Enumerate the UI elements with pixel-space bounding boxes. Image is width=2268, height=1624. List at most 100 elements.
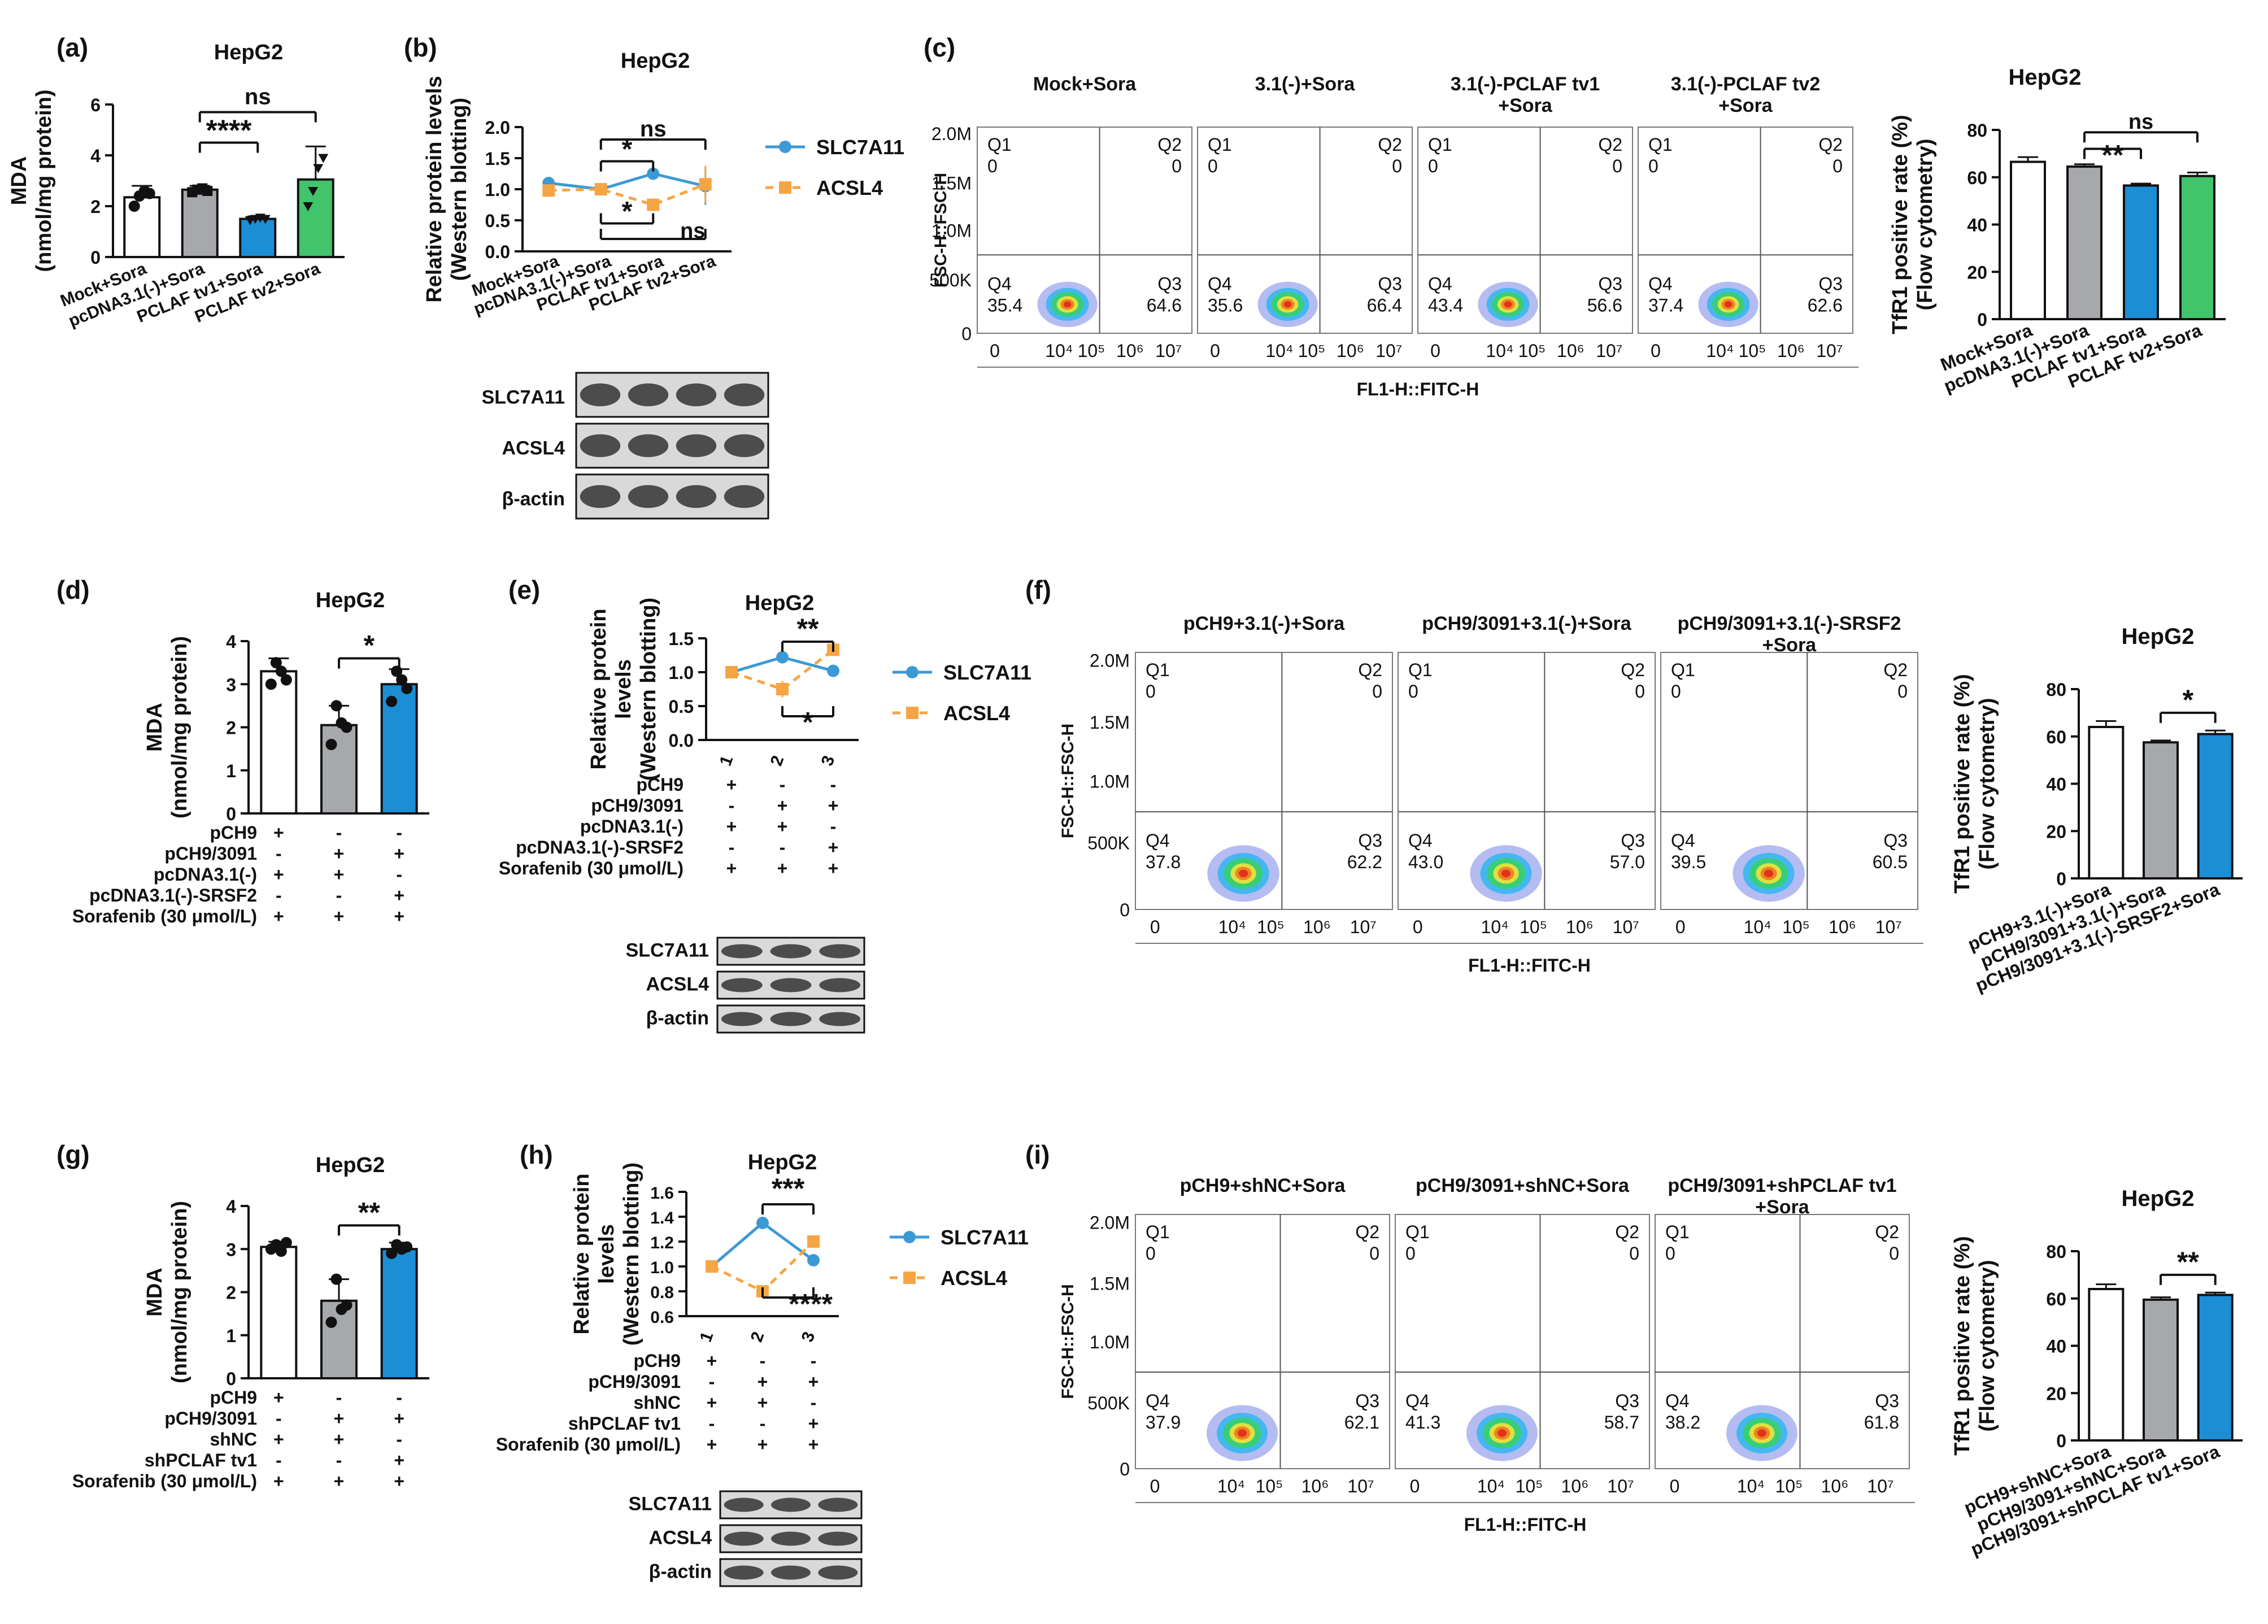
h-legend-marker [903,1272,916,1284]
h-condition-sign: + [758,1434,768,1455]
d-point [401,682,413,694]
b-y-tick-label: 0.5 [485,211,510,231]
i-y-tick-label: 2.0M [1090,1213,1130,1233]
b-y-axis-label: (Western blotting) [447,98,471,281]
i-q4-value: 41.3 [1405,1412,1440,1433]
panel-h-sig-label: **** [789,1288,833,1320]
panel-f2-sig-label: * [2183,684,2194,716]
i-q3-value: 62.1 [1344,1412,1379,1433]
d-condition-sign: + [334,843,345,864]
g-y-tick-label: 4 [226,1196,236,1217]
i2-y-tick-label: 40 [2046,1336,2066,1357]
f-x-tick-label: 10⁵ [1257,917,1285,937]
a-y-tick-label: 4 [90,146,101,166]
g-y-tick-label: 0 [226,1369,236,1389]
f-q3-value: 62.2 [1347,852,1382,872]
e-y-axis-label: Relative protein [587,608,611,769]
c-q1-value: 0 [1208,156,1218,176]
c-q4-label: Q4 [987,273,1012,294]
panel-d-letter: (d) [56,575,90,604]
f-density-cloud [1238,869,1248,878]
panel-g-letter: (g) [56,1140,90,1169]
i2-y-axis-label: (Flow cytometry) [1975,1260,1999,1431]
h-condition-sign: + [758,1372,768,1392]
g-condition-sign: + [334,1429,345,1449]
d-condition-label: pcDNA3.1(-) [154,864,257,885]
c-q3-label: Q3 [1157,273,1182,294]
panel-g-sig-label: ** [358,1196,380,1228]
i-gate-title: pCH9/3091+shNC+Sora [1416,1175,1630,1196]
f-y-axis-label: FSC-H::FSC-H [1059,724,1077,838]
panel-h-letter: (h) [520,1140,553,1169]
c-density-cloud [1504,301,1512,308]
i2-bar [2197,1294,2234,1442]
e-condition-sign: + [777,795,788,816]
e-legend-label: ACSL4 [943,702,1010,725]
f-x-tick-label: 10⁷ [1350,917,1377,937]
i-q2-label: Q2 [1875,1222,1899,1242]
panel-b-sig-label: * [622,134,633,164]
c2-y-tick-label: 20 [1967,262,1987,282]
c2-y-tick-label: 40 [1967,215,1987,236]
d-condition-label: pCH9/3091 [164,843,257,864]
d-y-tick-label: 2 [226,718,236,738]
f-q2-label: Q2 [1883,660,1908,680]
i2-y-tick-label: 80 [2046,1242,2066,1262]
c-q3-value: 56.6 [1587,295,1622,315]
e-blot-band [721,944,763,959]
f-x-axis-label: FL1-H::FITC-H [1468,955,1591,976]
i-x-tick-label: 10⁶ [1821,1476,1849,1496]
e-blot-band [770,944,812,959]
f-x-tick-label: 10⁵ [1520,917,1547,937]
b-series-line-slc7a11 [548,172,706,191]
e-condition-sign: - [780,837,786,857]
f2-bar [2143,741,2179,880]
h-condition-label: shNC [633,1392,681,1413]
b-y-axis-label: Relative protein levels [423,76,446,302]
panel-d-title: HepG2 [316,589,385,612]
c-q3-label: Q3 [1598,273,1622,294]
d-condition-sign: + [273,906,284,926]
i-x-tick-label: 10⁵ [1775,1476,1803,1496]
b-legend-label: ACSL4 [816,176,883,199]
i-q3-label: Q3 [1355,1391,1379,1411]
c-gate-title: Mock+Sora [1033,73,1137,95]
i-y-tick-label: 0 [1120,1459,1130,1479]
a-point [308,187,319,196]
d-y-tick-label: 4 [226,632,236,652]
d-y-tick-label: 0 [226,804,236,824]
i-density-cloud [1757,1429,1767,1437]
f-x-tick-label: 0 [1675,917,1686,937]
f-x-tick-label: 10⁴ [1744,917,1771,937]
i-x-tick-label: 0 [1150,1476,1160,1496]
c-q2-label: Q2 [1598,134,1622,155]
f-q4-label: Q4 [1408,830,1433,851]
h-y-tick-label: 1.6 [650,1184,674,1203]
g-y-axis-label: (nmol/mg protein) [168,1201,191,1383]
d-y-tick-label: 3 [226,674,236,695]
g-condition-label: shNC [210,1429,257,1449]
g-y-tick-label: 3 [226,1239,236,1260]
e-condition-sign: + [828,795,839,816]
f-x-tick-label: 10⁴ [1481,917,1509,937]
e-condition-sign: + [726,816,737,837]
g-condition-sign: + [273,1429,284,1449]
h-series-marker [807,1235,820,1248]
i-q1-value: 0 [1405,1243,1416,1264]
f-q4-value: 43.0 [1408,852,1443,872]
e-condition-label: Sorafenib (30 μmol/L) [499,858,684,878]
e-condition-sign: - [729,837,735,857]
c-q3-label: Q3 [1818,273,1843,294]
b-y-tick-label: 2.0 [485,117,510,138]
e-y-tick-label: 0.0 [669,730,694,751]
e-series-line-acsl4 [731,648,834,691]
h-blot-band [724,1497,764,1512]
h-series-marker [706,1260,718,1273]
i-q4-label: Q4 [1665,1391,1690,1411]
f-q4-value: 37.8 [1146,852,1181,872]
e-series-marker [725,666,738,678]
c-y-tick-label: 500K [929,270,972,290]
g-point [275,1246,287,1257]
panel-b-letter: (b) [404,33,437,62]
i-x-tick-label: 10⁴ [1477,1476,1505,1496]
